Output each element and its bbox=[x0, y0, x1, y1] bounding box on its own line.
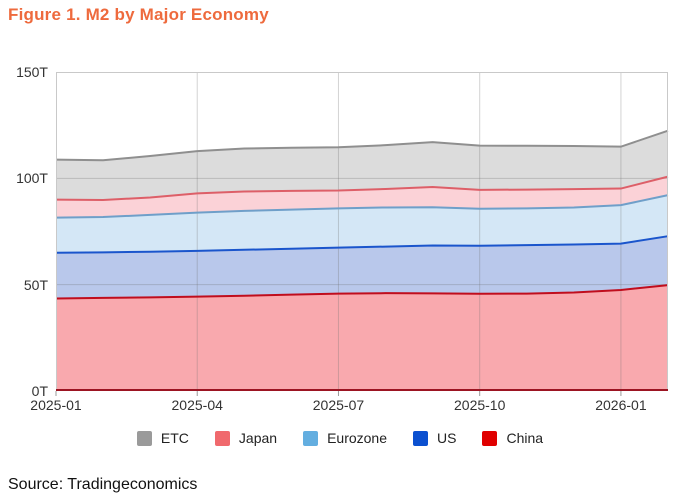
legend-swatch-icon bbox=[214, 430, 230, 446]
source-note: Source: Tradingeconomics bbox=[8, 476, 198, 493]
y-tick-label: 50T bbox=[23, 276, 48, 293]
x-tick-label: 2025-10 bbox=[453, 397, 506, 413]
legend-item-china: China bbox=[482, 430, 543, 446]
stacked-area-chart bbox=[55, 72, 669, 396]
legend-swatch-icon bbox=[413, 430, 429, 446]
legend-label: ETC bbox=[160, 430, 189, 446]
x-tick-label: 2026-01 bbox=[595, 397, 647, 413]
y-tick-label: 150T bbox=[16, 64, 48, 80]
legend-label: China bbox=[506, 430, 544, 446]
x-tick-label: 2025-07 bbox=[312, 397, 365, 413]
legend-item-us: US bbox=[413, 430, 456, 446]
y-tick-label: 100T bbox=[16, 170, 48, 187]
legend-swatch-icon bbox=[482, 430, 498, 446]
legend-label: US bbox=[437, 430, 457, 446]
x-tick-label: 2025-04 bbox=[171, 397, 223, 413]
legend-label: Japan bbox=[238, 430, 278, 446]
y-tick-label: 0T bbox=[31, 383, 48, 399]
legend-item-eurozone: Eurozone bbox=[303, 430, 387, 446]
legend-item-etc: ETC bbox=[136, 430, 189, 446]
figure-title: Figure 1. M2 by Major Economy bbox=[8, 5, 269, 24]
legend-item-japan: Japan bbox=[214, 430, 278, 446]
legend-swatch-icon bbox=[303, 430, 319, 446]
legend-swatch-icon bbox=[136, 430, 152, 446]
legend-label: Eurozone bbox=[327, 430, 388, 446]
x-tick-label: 2025-01 bbox=[30, 397, 82, 413]
chart-legend: ETC Japan Eurozone US China bbox=[0, 430, 680, 446]
